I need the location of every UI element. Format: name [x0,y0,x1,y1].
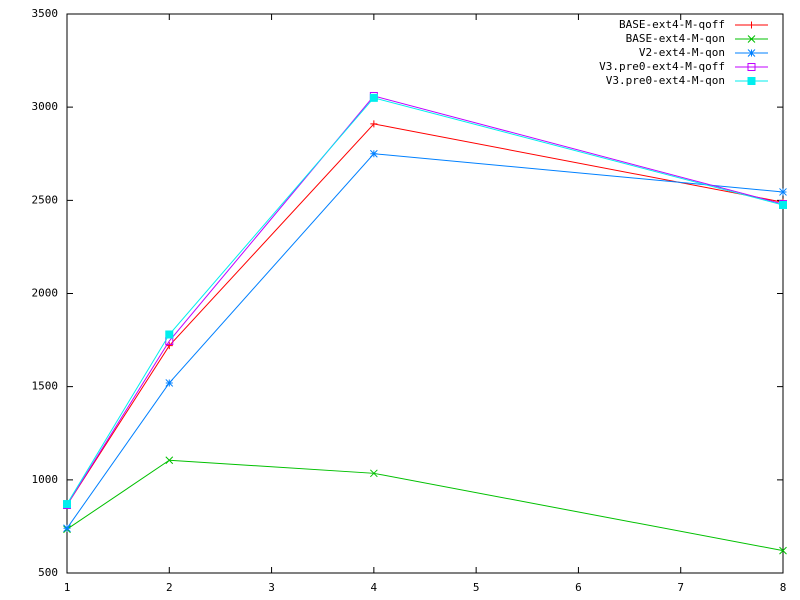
legend-marker [748,21,755,29]
x-tick-label: 1 [64,581,71,594]
legend-marker [747,49,756,57]
legend-label: BASE-ext4-M-qon [626,32,725,45]
series-line [66,459,784,552]
legend-marker [747,63,756,71]
legend-label: BASE-ext4-M-qoff [619,18,725,31]
x-tick-label: 6 [575,581,582,594]
x-tick-label: 4 [371,581,378,594]
point [779,546,787,555]
series-line [66,123,784,506]
legend-label: V3.pre0-ext4-M-qoff [599,60,725,73]
series-line [66,153,784,529]
y-tick-label: 2500 [32,193,59,206]
point [63,500,71,509]
legend-marker [747,77,756,85]
y-tick-label: 1500 [32,380,59,393]
x-tick-label: 7 [677,581,684,594]
x-tick-label: 8 [780,581,787,594]
legend-marker [747,35,756,43]
point [165,379,174,387]
y-tick-label: 500 [38,566,58,579]
y-tick-label: 1000 [32,473,59,486]
series-line [66,95,784,506]
point [165,330,174,339]
y-tick-label: 2000 [32,287,59,300]
legend-label: V2-ext4-M-qon [639,46,725,59]
point [779,200,787,209]
point [370,120,378,128]
point [165,456,174,465]
y-tick-label: 3000 [32,100,59,113]
point [370,149,378,158]
point [370,469,378,478]
point [369,93,378,102]
x-tick-label: 2 [166,581,173,594]
point [779,188,787,196]
legend-label: V3.pre0-ext4-M-qon [606,74,725,87]
series-line [66,97,784,505]
x-tick-label: 3 [268,581,275,594]
y-tick-label: 3500 [32,7,59,20]
x-tick-label: 5 [473,581,480,594]
point [63,524,71,533]
